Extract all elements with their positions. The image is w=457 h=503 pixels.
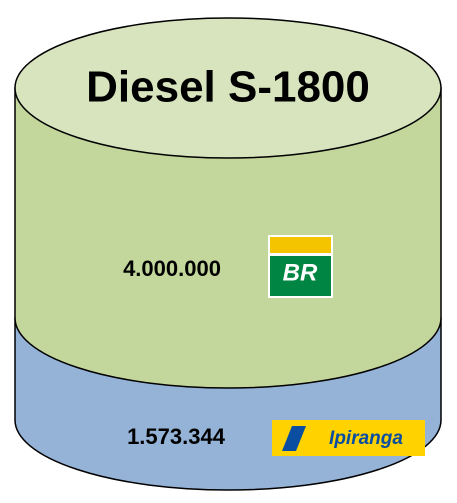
ipiranga-logo: Ipiranga (272, 420, 425, 456)
logo-bottom (270, 256, 331, 296)
br-logo: BR (268, 235, 333, 298)
title: Diesel S-1800 (86, 63, 370, 112)
logo-top (270, 237, 331, 253)
logo-text: BR (283, 259, 318, 286)
logo-text: Ipiranga (329, 428, 403, 449)
upper-segment (14, 87, 442, 389)
cylinder-top (14, 17, 442, 159)
segment-value: 1.573.344 (127, 424, 226, 449)
segment-value: 4.000.000 (123, 256, 221, 281)
logo-mark (282, 426, 306, 451)
